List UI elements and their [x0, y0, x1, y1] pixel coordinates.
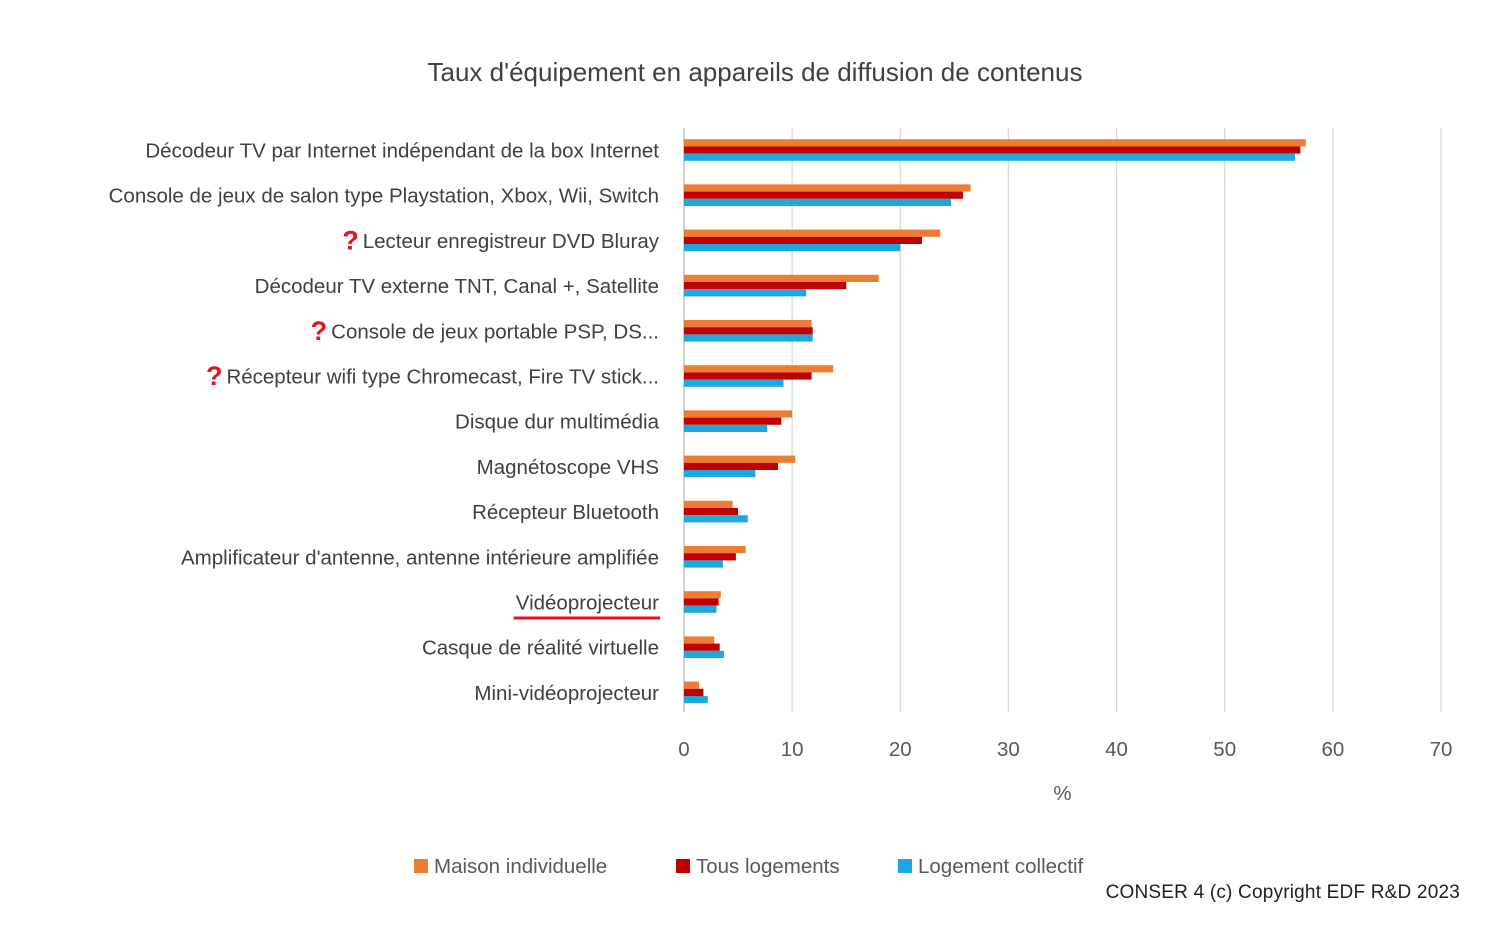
bar-4-2: [684, 334, 813, 342]
category-label: Console de jeux de salon type Playstatio…: [109, 185, 659, 208]
bar-12-1: [684, 688, 704, 696]
bar-3-0: [684, 274, 879, 282]
category-label: Récepteur wifi type Chromecast, Fire TV …: [226, 366, 659, 389]
legend-swatch-1: [676, 859, 690, 873]
bar-11-1: [684, 643, 720, 651]
category-label: Magnétoscope VHS: [477, 456, 659, 479]
bar-10-0: [684, 591, 721, 599]
bar-10-2: [684, 605, 717, 613]
bar-2-1: [684, 236, 922, 244]
bar-12-0: [684, 681, 700, 689]
bar-0-1: [684, 146, 1301, 154]
x-tick-label: 30: [997, 738, 1020, 761]
x-tick-label: 0: [678, 738, 689, 761]
bar-8-1: [684, 508, 739, 516]
bar-0-0: [684, 139, 1306, 147]
category-label: Casque de réalité virtuelle: [422, 637, 659, 660]
copyright-text: CONSER 4 (c) Copyright EDF R&D 2023: [1105, 882, 1460, 903]
category-label: Vidéoprojecteur: [516, 592, 659, 615]
bar-7-0: [684, 455, 796, 463]
question-mark-annotation: ?: [342, 225, 359, 255]
question-mark-annotation: ?: [206, 361, 223, 391]
x-axis-label: %: [1053, 782, 1071, 805]
bar-1-2: [684, 198, 952, 206]
bar-12-2: [684, 696, 708, 704]
legend-label: Maison individuelle: [434, 855, 607, 878]
bar-2-0: [684, 229, 941, 237]
bar-2-2: [684, 244, 901, 252]
category-label: Mini-vidéoprojecteur: [474, 682, 659, 705]
x-tick-label: 60: [1321, 738, 1344, 761]
category-label: Récepteur Bluetooth: [472, 501, 659, 524]
chart-title: Taux d'équipement en appareils de diffus…: [428, 57, 1083, 87]
bar-8-2: [684, 515, 748, 523]
bar-11-0: [684, 636, 715, 644]
bar-6-2: [684, 424, 768, 432]
legend-swatch-0: [414, 859, 428, 873]
bar-7-1: [684, 462, 779, 470]
legend-label: Logement collectif: [918, 855, 1084, 878]
question-mark-annotation: ?: [311, 316, 328, 346]
bar-0-2: [684, 153, 1296, 161]
bar-6-1: [684, 417, 782, 425]
legend-label: Tous logements: [696, 855, 840, 878]
bar-1-1: [684, 191, 964, 199]
x-tick-label: 20: [889, 738, 912, 761]
bar-5-1: [684, 372, 812, 380]
bar-6-0: [684, 410, 793, 418]
category-label: Décodeur TV externe TNT, Canal +, Satell…: [255, 275, 659, 298]
bar-5-0: [684, 365, 834, 373]
x-tick-label: 50: [1213, 738, 1236, 761]
category-label: Disque dur multimédia: [455, 411, 660, 434]
bar-3-2: [684, 289, 807, 297]
x-tick-label: 10: [781, 738, 804, 761]
x-tick-label: 40: [1105, 738, 1128, 761]
bar-7-2: [684, 470, 756, 478]
category-label: Console de jeux portable PSP, DS...: [331, 320, 659, 343]
legend-swatch-2: [898, 859, 912, 873]
bar-9-0: [684, 546, 746, 554]
x-tick-label: 70: [1430, 738, 1453, 761]
category-label: Lecteur enregistreur DVD Bluray: [363, 230, 660, 253]
bar-1-0: [684, 184, 971, 192]
bar-8-0: [684, 500, 733, 508]
bar-9-2: [684, 560, 723, 568]
category-label: Amplificateur d'antenne, antenne intérie…: [181, 546, 659, 569]
bar-9-1: [684, 553, 736, 561]
bar-5-2: [684, 379, 784, 387]
category-label: Décodeur TV par Internet indépendant de …: [145, 140, 659, 163]
bar-3-1: [684, 282, 847, 290]
bar-4-1: [684, 327, 813, 335]
bar-11-2: [684, 650, 725, 658]
bar-10-1: [684, 598, 719, 606]
bar-4-0: [684, 320, 812, 328]
